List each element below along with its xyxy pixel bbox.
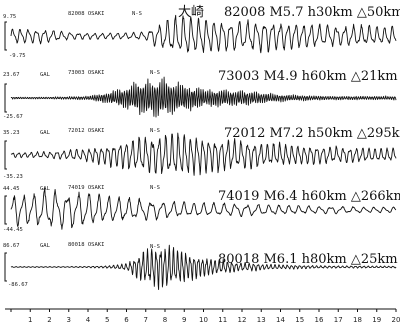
record-id-label: 72012 OSAKI [68,128,104,134]
unit-label: GAL [40,130,51,136]
peak-positive-label: 44.45 [3,186,20,192]
x-tick-label: 16 [315,316,324,324]
event-label: 74019 M6.4 h60km △266km [218,189,400,204]
peak-positive-label: 9.75 [3,14,16,20]
waveform-trace [10,14,397,54]
component-label: N-S [150,244,160,250]
record-id-label: 82008 OSAKI [68,11,104,17]
x-tick-label: 2 [47,316,51,324]
peak-positive-label: 23.67 [3,72,20,78]
trace-bracket [4,21,7,51]
record-id-label: 73003 OSAKI [68,70,104,76]
time-axis-ticks: 1 2 3 4 5 6 7 8 9 10 11 12 13 14 15 16 17 18 19 20 [10,309,400,324]
x-tick-label: 9 [182,316,186,324]
x-tick-label: 18 [353,316,362,324]
waveform-trace [10,76,397,118]
x-tick-label: 3 [67,316,71,324]
x-tick-label: 13 [257,316,266,324]
component-label: N-S [150,70,160,76]
component-label: N-S [150,128,160,134]
waveform-trace [10,132,397,176]
x-tick-label: 20 [392,316,400,324]
unit-label: GAL [40,243,51,249]
event-label: 73003 M4.9 h60km △21km [218,69,398,84]
trace-group [4,14,397,291]
x-tick-label: 7 [144,316,148,324]
unit-label: GAL [40,186,51,192]
record-id-label: 80018 OSAKI [68,242,104,248]
x-tick-label: 5 [105,316,109,324]
x-tick-label: 6 [124,316,129,324]
peak-positive-label: 35.23 [3,130,20,136]
peak-negative-label: -25.67 [3,114,23,120]
component-label: N-S [132,11,142,17]
peak-positive-label: 86.67 [3,243,20,249]
x-tick-label: 19 [372,316,381,324]
x-tick-label: 12 [238,316,247,324]
trace-bracket [4,83,7,113]
site-label: 大崎 [178,5,204,20]
waveform-trace [10,244,397,291]
waveform-trace [10,187,397,230]
peak-negative-label: -35.23 [3,174,23,180]
x-tick-label: 4 [86,316,91,324]
x-tick-label: 11 [218,316,227,324]
peak-negative-label: -9.75 [9,53,26,59]
trace-bracket [4,140,7,170]
component-label: N-S [150,185,160,191]
trace-bracket [4,195,7,225]
event-label: 72012 M7.2 h50km △295km [224,126,400,141]
x-tick-label: 15 [295,316,304,324]
x-tick-label: 17 [334,316,343,324]
x-tick-label: 8 [163,316,167,324]
record-id-label: 74019 OSAKI [68,185,104,191]
peak-negative-label: -44.45 [3,227,23,233]
peak-negative-label: -86.67 [8,282,28,288]
event-label: 80018 M6.1 h80km △25km [218,252,398,267]
trace-bracket [4,252,7,282]
x-tick-label: 10 [199,316,208,324]
x-tick-label: 14 [276,316,285,324]
x-tick-label: 1 [28,316,32,324]
event-label: 82008 M5.7 h30km △50km [224,5,400,20]
unit-label: GAL [40,72,51,78]
